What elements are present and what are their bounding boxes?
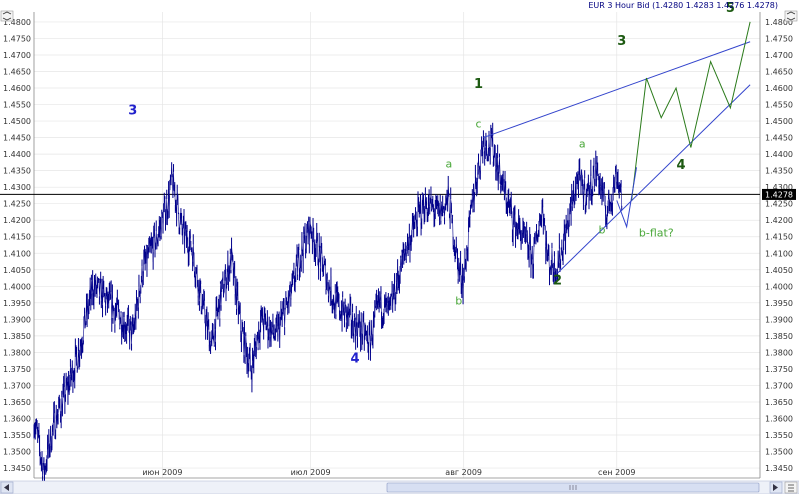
y-tick-label-right: 1.3800 [765,348,793,357]
trend-line-lower [557,84,751,274]
y-tick-label-right: 1.3750 [765,365,793,374]
wave-label: 4 [676,158,685,173]
price-close-line [33,130,623,480]
wave-label: a [579,138,586,151]
y-tick-label-left: 1.3750 [3,365,31,374]
projection-b-flat [616,167,638,229]
y-tick-label-right: 1.4200 [765,216,793,225]
time-axis: июн 2009 июл 2009 авг 2009 сен 2009 [142,468,635,477]
x-tick-label: июл 2009 [291,468,331,477]
y-tick-label-right: 1.3950 [765,299,793,308]
current-price-tag [762,188,796,200]
y-tick-label-right: 1.4150 [765,233,793,242]
y-tick-label-right: 1.3900 [765,315,793,324]
x-tick-label: июн 2009 [142,468,182,477]
y-tick-label-left: 1.4250 [3,200,31,209]
right-price-scale-panel [761,10,799,480]
y-tick-label-left: 1.4600 [3,84,31,93]
y-tick-label-right: 1.3550 [765,431,793,440]
y-tick-label-right: 1.4500 [765,117,793,126]
wave-projection [616,21,751,229]
wave-labels: 3 4 1 c a b a b 2 3 4 5 b-flat? [128,1,735,366]
y-tick-label-left: 1.4300 [3,183,31,192]
y-tick-label-left: 1.3450 [3,464,31,473]
x-tick-label: авг 2009 [445,468,482,477]
y-tick-label-left: 1.3500 [3,448,31,457]
y-tick-label-right: 1.3600 [765,415,793,424]
y-tick-label-left: 1.3550 [3,431,31,440]
current-price-label: 1.4278 [765,190,793,199]
y-tick-label-right: 1.4700 [765,51,793,60]
scroll-left-button[interactable] [0,481,14,494]
y-tick-label-right: 1.4250 [765,200,793,209]
wave-label: a [445,157,452,170]
wave-label: b [455,294,462,307]
y-tick-label-right: 1.3450 [765,464,793,473]
y-tick-label-left: 1.4700 [3,51,31,60]
price-series [33,122,623,486]
y-tick-label-right: 1.4450 [765,134,793,143]
y-tick-label-left: 1.4550 [3,101,31,110]
y-tick-label-left: 1.3650 [3,398,31,407]
y-tick-label-right: 1.3650 [765,398,793,407]
x-tick-label: сен 2009 [598,468,635,477]
scale-toggle-icon-top-right[interactable] [784,10,798,22]
y-tick-label-left: 1.4750 [3,34,31,43]
y-tick-label-right: 1.4350 [765,167,793,176]
y-tick-label-left: 1.4450 [3,134,31,143]
y-tick-label-right: 1.4100 [765,249,793,258]
trend-lines [483,41,751,274]
y-tick-label-left: 1.4100 [3,249,31,258]
wave-label: 1 [474,77,483,92]
y-tick-label-left: 1.4150 [3,233,31,242]
y-tick-label-left: 1.3800 [3,348,31,357]
left-price-scale-panel [0,10,34,480]
y-tick-label-right: 1.4750 [765,34,793,43]
y-tick-label-left: 1.4650 [3,67,31,76]
y-tick-label-right: 1.3700 [765,381,793,390]
y-tick-label-left: 1.4200 [3,216,31,225]
left-price-scale: 1.4800 1.4750 1.4700 1.4650 1.4600 1.4550 1.45… [3,18,31,473]
wave-label: b [598,223,605,236]
y-tick-label-left: 1.3600 [3,415,31,424]
y-tick-label-left: 1.4500 [3,117,31,126]
y-tick-label-left: 1.3850 [3,332,31,341]
wave-label: c [475,118,481,131]
y-tick-label-right: 1.4050 [765,266,793,275]
y-tick-label-right: 1.4800 [765,18,793,27]
scale-toggle-icon-top-left[interactable] [0,10,14,22]
y-tick-label-right: 1.4300 [765,183,793,192]
y-tick-label-left: 1.4050 [3,266,31,275]
y-tick-label-left: 1.3700 [3,381,31,390]
grid [33,12,761,479]
wave-label: 4 [350,351,359,366]
scroll-grip-icon [569,485,577,490]
y-tick-label-left: 1.3950 [3,299,31,308]
y-tick-label-left: 1.4800 [3,18,31,27]
y-tick-label-right: 1.3850 [765,332,793,341]
y-tick-label-right: 1.4000 [765,282,793,291]
projection-impulse [631,21,751,201]
y-tick-label-right: 1.4400 [765,150,793,159]
scale-toggle-icon-bottom-right[interactable] [784,481,798,494]
wave-label: 3 [128,103,137,118]
right-price-scale: 1.4800 1.4750 1.4700 1.4650 1.4600 1.4550 1.45… [765,18,793,473]
y-tick-label-right: 1.4650 [765,67,793,76]
wave-label: 5 [726,1,735,16]
y-tick-label-right: 1.4600 [765,84,793,93]
y-tick-label-left: 1.3900 [3,315,31,324]
wave-label: 2 [553,274,562,289]
trend-line-upper [483,41,751,139]
wave-label: 3 [617,34,626,49]
y-tick-label-left: 1.4350 [3,167,31,176]
y-tick-label-right: 1.4550 [765,101,793,110]
scroll-right-button[interactable] [769,481,783,494]
y-tick-label-right: 1.3500 [765,448,793,457]
y-tick-label-left: 1.4000 [3,282,31,291]
wave-label: b-flat? [639,227,674,240]
y-tick-label-left: 1.4400 [3,150,31,159]
chart-title: EUR 3 Hour Bid (1.4280 1.4283 1.4276 1.4… [588,1,778,10]
